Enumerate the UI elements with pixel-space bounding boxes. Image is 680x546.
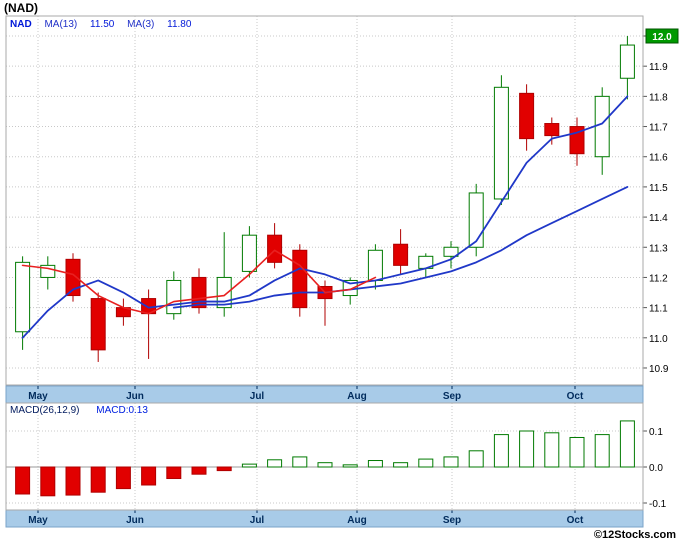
candle	[393, 229, 409, 275]
macd-bar	[619, 420, 635, 468]
copyright-link[interactable]: ©12Stocks.com	[593, 529, 676, 541]
candle	[594, 87, 610, 175]
ma13-value: 11.50	[90, 19, 115, 30]
candle	[90, 292, 106, 362]
candle	[191, 268, 207, 314]
month-label: May	[28, 515, 48, 526]
macd-bar	[569, 436, 585, 468]
svg-text:12.0: 12.0	[652, 32, 672, 43]
svg-text:-0.1: -0.1	[649, 499, 667, 510]
ma3-label: MA(3)	[127, 19, 155, 30]
macd-bar	[367, 460, 383, 468]
svg-text:11.8: 11.8	[649, 92, 668, 103]
candle	[544, 117, 560, 145]
svg-text:11.0: 11.0	[649, 334, 668, 345]
macd-bar	[115, 466, 131, 490]
macd-bar	[519, 430, 535, 468]
macd-bar	[468, 450, 484, 468]
last-price-badge	[645, 28, 679, 44]
month-label: Oct	[567, 515, 584, 526]
svg-text:11.1: 11.1	[649, 304, 668, 315]
month-label: Sep	[443, 515, 461, 526]
price-panel-border	[5, 15, 644, 386]
ma3-line	[21, 249, 377, 315]
candle	[468, 183, 484, 257]
macd-panel-border	[5, 402, 644, 511]
page-title: (NAD)	[4, 1, 38, 15]
macd-bar	[493, 434, 509, 468]
macd-bar	[393, 462, 409, 468]
macd-bar	[317, 462, 333, 468]
candle	[241, 226, 257, 278]
month-label: Jul	[250, 391, 265, 402]
month-label: Jul	[250, 515, 265, 526]
month-label: May	[28, 391, 48, 402]
price-legend: NAD MA(13) 11.50 MA(3) 11.80	[10, 19, 201, 30]
month-label: Aug	[347, 391, 366, 402]
macd-bar	[191, 466, 207, 475]
candle	[267, 223, 283, 269]
macd-bar	[216, 466, 232, 472]
macd-bar	[292, 456, 308, 468]
candle	[493, 75, 509, 206]
svg-text:11.5: 11.5	[649, 183, 668, 194]
macd-params-label: MACD(26,12,9)	[10, 405, 80, 416]
macd-legend: MACD(26,12,9) MACD:0.13	[10, 405, 148, 416]
macd-axis-labels: 0.1 0.0 -0.1	[643, 427, 667, 510]
macd-bar	[594, 434, 610, 468]
macd-bar	[418, 458, 434, 468]
x-axis-band-top	[5, 385, 644, 404]
ma-fast-line	[21, 95, 629, 339]
candle	[443, 241, 459, 269]
svg-text:11.6: 11.6	[649, 153, 668, 164]
macd-bar	[15, 466, 31, 495]
candle	[65, 253, 81, 302]
month-label: Jun	[126, 515, 144, 526]
svg-text:0.1: 0.1	[649, 427, 663, 438]
ma13-label: MA(13)	[44, 19, 78, 30]
svg-text:0.0: 0.0	[649, 463, 663, 474]
macd-bar	[241, 463, 257, 468]
x-axis-band-bottom	[5, 509, 644, 528]
macd-bar	[443, 456, 459, 468]
ma13-line	[172, 185, 629, 309]
month-label: Oct	[567, 391, 584, 402]
candle	[367, 244, 383, 290]
candle	[15, 256, 31, 350]
svg-text:11.2: 11.2	[649, 273, 668, 284]
symbol-label: NAD	[10, 19, 32, 30]
svg-text:10.9: 10.9	[649, 364, 669, 375]
month-label: Sep	[443, 391, 461, 402]
svg-text:11.7: 11.7	[649, 123, 668, 134]
month-label: Aug	[347, 515, 366, 526]
macd-bar	[342, 464, 358, 468]
candle	[342, 277, 358, 305]
macd-value-label: MACD:0.13	[96, 405, 148, 416]
candle	[519, 84, 535, 151]
candlesticks	[15, 36, 635, 362]
macd-bar	[141, 466, 157, 486]
svg-text:11.4: 11.4	[649, 213, 668, 224]
macd-bar	[40, 466, 56, 497]
svg-text:11.9: 11.9	[649, 62, 668, 73]
macd-bar	[166, 466, 182, 480]
macd-bar	[65, 466, 81, 496]
macd-bar	[90, 466, 106, 493]
ma3-value: 11.80	[167, 19, 192, 30]
macd-histogram	[15, 420, 635, 497]
svg-text:11.3: 11.3	[649, 243, 668, 254]
candle	[619, 36, 635, 100]
candle	[292, 244, 308, 317]
price-axis-labels: 12.0 11.9 11.8 11.7 11.6 11.5 11.4 11.3 11.2 11.1…	[643, 28, 679, 375]
macd-bar	[267, 459, 283, 468]
macd-bar	[544, 432, 560, 468]
month-label: Jun	[126, 391, 144, 402]
